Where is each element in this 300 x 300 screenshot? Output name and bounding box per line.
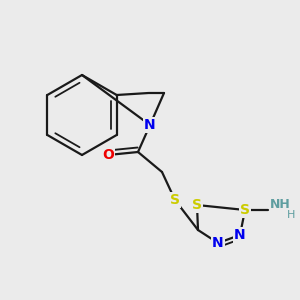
Text: O: O (102, 148, 114, 162)
Text: H: H (287, 210, 296, 220)
Text: S: S (240, 203, 250, 217)
Text: NH: NH (270, 199, 291, 212)
Text: N: N (212, 236, 224, 250)
Text: N: N (234, 228, 246, 242)
Text: N: N (144, 118, 156, 132)
Text: S: S (170, 193, 180, 207)
Text: S: S (192, 198, 202, 212)
